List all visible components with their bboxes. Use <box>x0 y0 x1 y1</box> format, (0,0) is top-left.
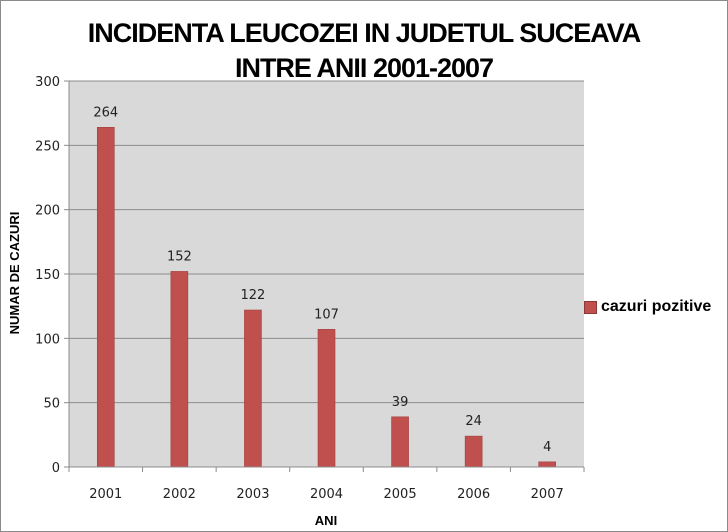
y-axis-label: NUMAR DE CAZURI <box>7 212 22 335</box>
x-tick-label: 2006 <box>457 487 490 502</box>
data-label: 152 <box>167 249 192 264</box>
x-tick-label: 2004 <box>310 487 343 502</box>
bar-2003 <box>244 309 262 468</box>
x-tick-label: 2005 <box>384 487 417 502</box>
y-tick-labels: 0 50 100 150 200 250 300 <box>35 75 60 476</box>
x-tick-label: 2001 <box>89 487 122 502</box>
axes <box>64 80 585 472</box>
x-tick-label: 2003 <box>236 487 269 502</box>
bar-2002 <box>170 271 189 468</box>
data-label: 24 <box>465 414 482 429</box>
data-label: 107 <box>314 307 339 322</box>
x-tick-labels: 2001 2002 2003 2004 2005 2006 2007 <box>89 487 564 502</box>
data-label: 264 <box>93 105 118 120</box>
legend-label: cazuri pozitive <box>601 298 712 315</box>
x-tick-label: 2007 <box>531 487 564 502</box>
chart-title-line2: INTRE ANII 2001-2007 <box>234 53 494 83</box>
bar-2004 <box>317 329 336 468</box>
y-tick-label: 300 <box>35 75 60 90</box>
legend: cazuri pozitive <box>584 298 711 316</box>
data-label: 122 <box>241 288 266 303</box>
data-label: 39 <box>392 395 409 410</box>
y-tick-label: 150 <box>35 268 60 283</box>
x-axis-label: ANI <box>315 513 337 528</box>
data-labels: 264 152 122 107 39 24 4 <box>93 105 551 455</box>
y-tick-label: 200 <box>35 204 60 219</box>
bar-2001 <box>96 127 115 468</box>
y-tick-label: 100 <box>35 332 60 347</box>
bar-2006 <box>464 435 483 468</box>
data-label: 4 <box>543 440 551 455</box>
bar-2007 <box>538 461 557 468</box>
y-tick-label: 50 <box>43 397 60 412</box>
y-tick-label: 250 <box>35 139 60 154</box>
chart-title-line1: INCIDENTA LEUCOZEI IN JUDETUL SUCEAVA <box>87 18 642 48</box>
x-tick-label: 2002 <box>163 487 196 502</box>
legend-swatch <box>584 300 597 314</box>
y-tick-label: 0 <box>52 461 60 476</box>
bar-2005 <box>391 416 409 468</box>
bars <box>96 127 557 468</box>
